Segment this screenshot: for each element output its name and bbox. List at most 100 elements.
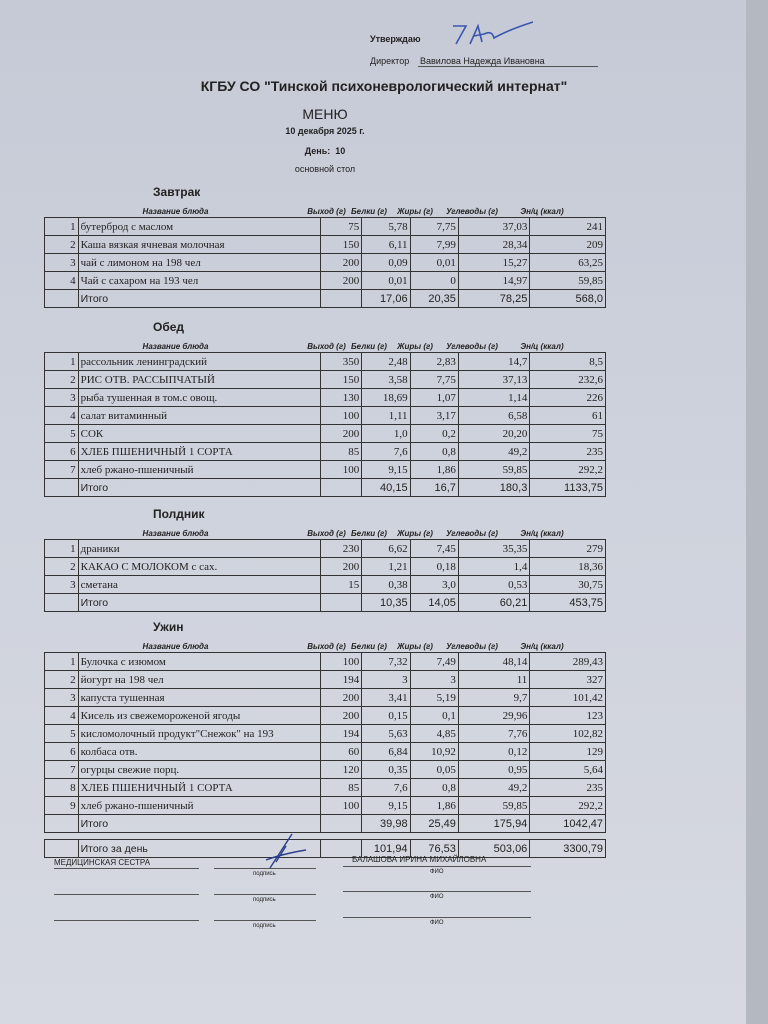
total-protein: 17,06 xyxy=(361,289,411,308)
column-header: Белки (г) xyxy=(351,642,387,651)
portion-weight: 85 xyxy=(320,442,363,461)
total-fat: 20,35 xyxy=(409,289,459,308)
menu-date: 10 декабря 2025 г. xyxy=(285,126,365,136)
total-carbs: 180,3 xyxy=(457,478,531,497)
meal-title: Полдник xyxy=(153,507,205,521)
energy: 235 xyxy=(529,778,606,797)
energy: 30,75 xyxy=(529,575,606,594)
fat: 7,75 xyxy=(409,370,459,389)
empty-cell xyxy=(320,593,363,612)
fat: 3 xyxy=(409,670,459,689)
item-number: 8 xyxy=(44,778,79,797)
table-row: 2 Каша вязкая ячневая молочная 150 6,11 7,99… xyxy=(44,235,606,254)
protein: 6,84 xyxy=(361,742,411,761)
dish-name: йогурт на 198 чел xyxy=(77,670,322,689)
table-row: 6 колбаса отв. 60 6,84 10,92 0,12 129 xyxy=(44,742,606,761)
column-header: Углеводы (г) xyxy=(446,642,498,651)
column-header: Название блюда xyxy=(142,207,209,216)
dish-name: драники xyxy=(77,539,322,558)
dish-name: колбаса отв. xyxy=(77,742,322,761)
item-number: 2 xyxy=(44,370,79,389)
energy: 75 xyxy=(529,424,606,443)
column-header: Углеводы (г) xyxy=(446,529,498,538)
fat: 0,2 xyxy=(409,424,459,443)
table-row: 1 драники 230 6,62 7,45 35,35 279 xyxy=(44,539,606,558)
portion-weight: 15 xyxy=(320,575,363,594)
dish-name: РИС ОТВ. РАССЫПЧАТЫЙ xyxy=(77,370,322,389)
portion-weight: 200 xyxy=(320,557,363,576)
fat: 0 xyxy=(409,271,459,290)
carbs: 11 xyxy=(457,670,531,689)
table-row: 2 РИС ОТВ. РАССЫПЧАТЫЙ 150 3,58 7,75 37,13 232… xyxy=(44,370,606,389)
column-headers: Название блюда Выход (г) Белки (г) Жиры (г)… xyxy=(44,207,606,217)
dish-name: сметана xyxy=(77,575,322,594)
column-header: Белки (г) xyxy=(351,207,387,216)
energy: 226 xyxy=(529,388,606,407)
director-signature xyxy=(453,21,534,45)
column-header: Белки (г) xyxy=(351,342,387,351)
column-header: Жиры (г) xyxy=(397,207,433,216)
column-header: Название блюда xyxy=(142,529,209,538)
energy: 123 xyxy=(529,706,606,725)
item-number: 1 xyxy=(44,652,79,671)
protein: 5,63 xyxy=(361,724,411,743)
portion-weight: 130 xyxy=(320,388,363,407)
protein: 2,48 xyxy=(361,352,411,371)
day-total-protein: 101,94 xyxy=(361,839,411,858)
fat: 7,99 xyxy=(409,235,459,254)
column-header: Жиры (г) xyxy=(397,642,433,651)
item-number: 5 xyxy=(44,424,79,443)
energy: 59,85 xyxy=(529,271,606,290)
protein: 0,38 xyxy=(361,575,411,594)
signature-label: подпись xyxy=(253,871,276,877)
total-fat: 14,05 xyxy=(409,593,459,612)
table-row: 8 ХЛЕБ ПШЕНИЧНЫЙ 1 СОРТА 85 7,6 0,8 49,2 235 xyxy=(44,778,606,797)
portion-weight: 200 xyxy=(320,253,363,272)
total-protein: 40,15 xyxy=(361,478,411,497)
item-number: 3 xyxy=(44,388,79,407)
day-total-table: Итого за день 101,94 76,53 503,06 3300,7… xyxy=(44,839,606,858)
table-row: 7 огурцы свежие порц. 120 0,35 0,05 0,95 5,64 xyxy=(44,760,606,779)
total-energy: 568,0 xyxy=(529,289,606,308)
page-title: МЕНЮ xyxy=(302,106,348,122)
carbs: 9,7 xyxy=(457,688,531,707)
carbs: 14,7 xyxy=(457,352,531,371)
table-row: 1 бутерброд с маслом 75 5,78 7,75 37,03 241 xyxy=(44,217,606,236)
energy: 292,2 xyxy=(529,460,606,479)
meal-title: Завтрак xyxy=(153,185,201,199)
organization-title: КГБУ СО "Тинской психоневрологический ин… xyxy=(200,78,568,94)
column-header: Углеводы (г) xyxy=(446,207,498,216)
protein: 1,0 xyxy=(361,424,411,443)
total-energy: 1042,47 xyxy=(529,814,606,833)
total-label: Итого xyxy=(77,478,322,497)
carbs: 14,97 xyxy=(457,271,531,290)
fat: 3,0 xyxy=(409,575,459,594)
carbs: 6,58 xyxy=(457,406,531,425)
portion-weight: 194 xyxy=(320,670,363,689)
item-number: 1 xyxy=(44,352,79,371)
day-label: День: xyxy=(304,146,331,156)
fat: 1,07 xyxy=(409,388,459,407)
table-row: 3 чай с лимоном на 198 чел 200 0,09 0,01 15,2… xyxy=(44,253,606,272)
portion-weight: 150 xyxy=(320,235,363,254)
column-header: Выход (г) xyxy=(307,529,346,538)
column-header: Эн/ц (ккал) xyxy=(520,642,564,651)
item-number: 2 xyxy=(44,670,79,689)
item-number: 1 xyxy=(44,539,79,558)
portion-weight: 100 xyxy=(320,460,363,479)
meal-section-3: Название блюда Выход (г) Белки (г) Жиры (г)… xyxy=(44,642,606,833)
fio-label: ФИО xyxy=(430,894,444,900)
signature-label: подпись xyxy=(253,923,276,929)
table-row: 6 ХЛЕБ ПШЕНИЧНЫЙ 1 СОРТА 85 7,6 0,8 49,2 235 xyxy=(44,442,606,461)
protein: 1,21 xyxy=(361,557,411,576)
protein: 9,15 xyxy=(361,460,411,479)
dish-name: Булочка с изюмом xyxy=(77,652,322,671)
dish-name: Кисель из свежемороженой ягоды xyxy=(77,706,322,725)
fat: 0,05 xyxy=(409,760,459,779)
table-row: 4 Чай с сахаром на 193 чел 200 0,01 0 14,97 59… xyxy=(44,271,606,290)
table-row: 5 СОК 200 1,0 0,2 20,20 75 xyxy=(44,424,606,443)
fat: 0,1 xyxy=(409,706,459,725)
protein: 3 xyxy=(361,670,411,689)
total-row: Итого 10,35 14,05 60,21 453,75 xyxy=(44,593,606,612)
meal-table: 1 бутерброд с маслом 75 5,78 7,75 37,03 241 2 Ка… xyxy=(44,217,606,308)
